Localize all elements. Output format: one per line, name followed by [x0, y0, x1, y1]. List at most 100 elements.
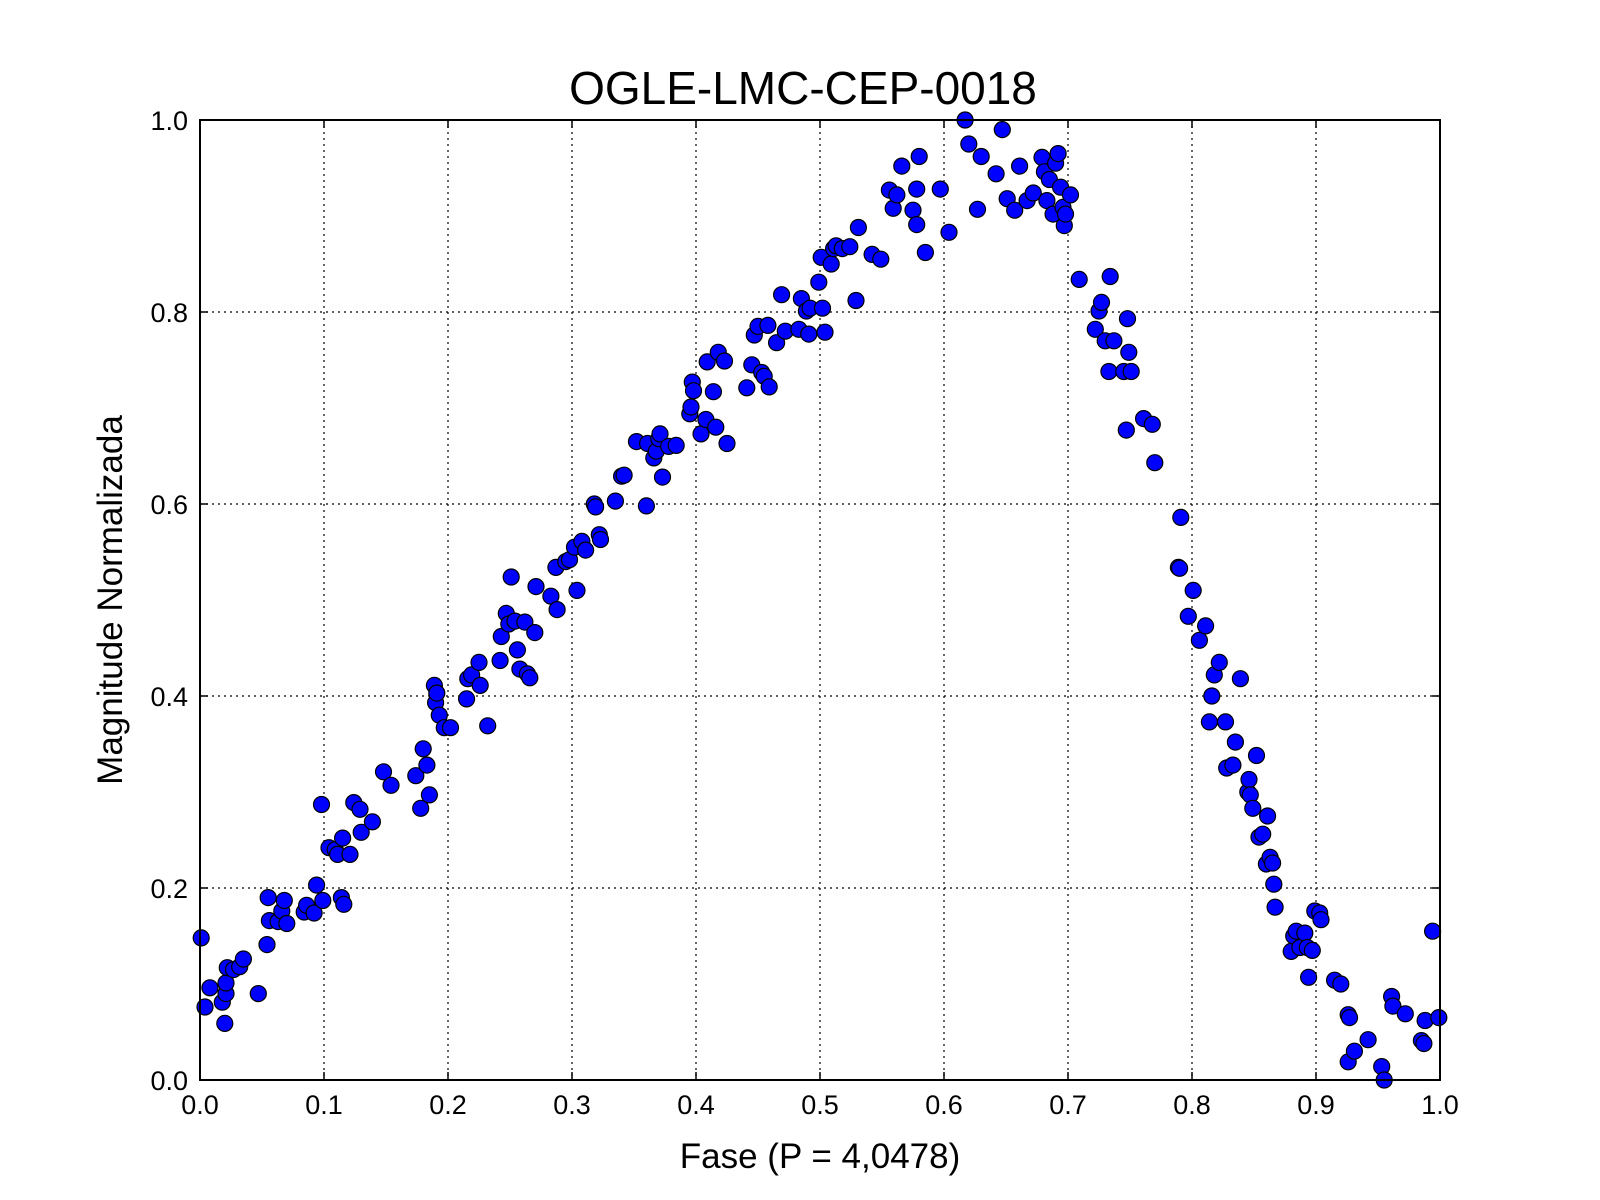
data-point	[800, 325, 818, 343]
data-point	[916, 243, 935, 262]
data-point	[352, 823, 370, 841]
data-point	[382, 776, 400, 794]
data-point	[841, 238, 859, 256]
data-point	[813, 299, 832, 317]
data-point	[492, 627, 510, 646]
data-point	[312, 795, 331, 814]
data-point	[684, 382, 703, 400]
data-point	[548, 600, 566, 619]
data-point	[968, 200, 987, 218]
data-point	[760, 378, 778, 396]
x-axis-label: Fase (P = 4,0478)	[680, 1137, 961, 1176]
x-tick-label: 0.3	[553, 1090, 591, 1120]
data-point	[1061, 186, 1080, 204]
data-point	[407, 767, 425, 785]
data-point	[904, 201, 922, 219]
data-point	[586, 498, 605, 516]
x-tick-label: 0.0	[181, 1090, 219, 1120]
data-point	[1122, 362, 1140, 381]
data-point	[1170, 559, 1189, 577]
data-point	[1196, 617, 1215, 635]
data-point	[759, 316, 777, 334]
data-point	[341, 845, 359, 864]
y-tick-label: 0.0	[150, 1066, 188, 1096]
data-point	[1254, 825, 1272, 843]
data-point	[1100, 362, 1118, 381]
data-point	[471, 676, 489, 695]
axis-ticks	[199, 119, 1441, 1081]
data-point	[993, 121, 1011, 139]
data-point	[1423, 922, 1442, 940]
data-point	[715, 352, 734, 370]
data-point	[1070, 270, 1088, 288]
data-point	[1049, 145, 1067, 163]
data-point	[441, 719, 460, 737]
data-point	[1143, 415, 1161, 433]
data-point	[420, 786, 438, 804]
data-point	[201, 979, 219, 997]
data-point	[1340, 1008, 1359, 1027]
data-point	[1117, 421, 1135, 439]
data-point	[1092, 293, 1111, 311]
data-point	[414, 740, 432, 758]
data-point	[1120, 343, 1138, 361]
data-point	[847, 291, 865, 310]
data-point	[637, 497, 656, 515]
data-point	[418, 756, 436, 774]
x-tick-label: 0.2	[429, 1090, 467, 1120]
y-tick-labels: 0.0 0.2 0.4 0.6 0.8 1.0	[150, 106, 188, 1096]
x-tick-label: 0.5	[801, 1090, 839, 1120]
data-point	[1203, 687, 1221, 705]
y-tick-label: 1.0	[150, 106, 188, 136]
data-point	[308, 876, 326, 894]
data-point	[192, 929, 210, 947]
data-point	[931, 180, 949, 198]
data-point	[1105, 332, 1123, 350]
chart-title: OGLE-LMC-CEP-0018	[569, 62, 1037, 114]
data-point	[1010, 157, 1029, 175]
data-point	[516, 613, 534, 631]
data-point	[275, 891, 293, 910]
data-point	[305, 904, 323, 922]
data-point	[458, 690, 476, 708]
data-point	[960, 135, 978, 153]
data-point	[502, 568, 520, 586]
data-point	[606, 492, 625, 510]
x-tick-label: 0.7	[1049, 1090, 1087, 1120]
data-point	[1172, 508, 1190, 527]
data-point	[816, 323, 834, 341]
data-point	[698, 353, 716, 371]
data-point	[718, 434, 736, 453]
data-point	[334, 829, 352, 847]
data-point	[1118, 310, 1137, 328]
data-point	[893, 157, 911, 175]
y-tick-label: 0.4	[150, 682, 188, 712]
data-point	[1359, 1031, 1377, 1049]
data-point	[1184, 581, 1202, 600]
data-point	[810, 273, 828, 291]
data-point	[479, 717, 497, 735]
data-point	[767, 334, 786, 352]
x-tick-label: 0.4	[677, 1090, 715, 1120]
data-point	[1226, 733, 1245, 751]
y-tick-label: 0.6	[150, 490, 188, 520]
data-point	[1200, 713, 1219, 731]
data-point	[508, 641, 527, 659]
data-point	[1231, 670, 1250, 688]
data-point	[651, 425, 669, 443]
data-point	[1190, 631, 1209, 649]
data-point	[849, 218, 868, 237]
data-point	[470, 653, 488, 672]
data-point	[910, 147, 928, 166]
data-point	[234, 950, 252, 968]
data-point	[363, 813, 381, 831]
data-point	[987, 165, 1005, 183]
data-point	[667, 436, 685, 454]
data-point	[1266, 898, 1284, 916]
data-point	[1415, 1034, 1433, 1053]
data-point	[1303, 941, 1321, 960]
data-point	[314, 891, 332, 910]
data-point	[872, 250, 890, 268]
data-point	[335, 895, 353, 913]
